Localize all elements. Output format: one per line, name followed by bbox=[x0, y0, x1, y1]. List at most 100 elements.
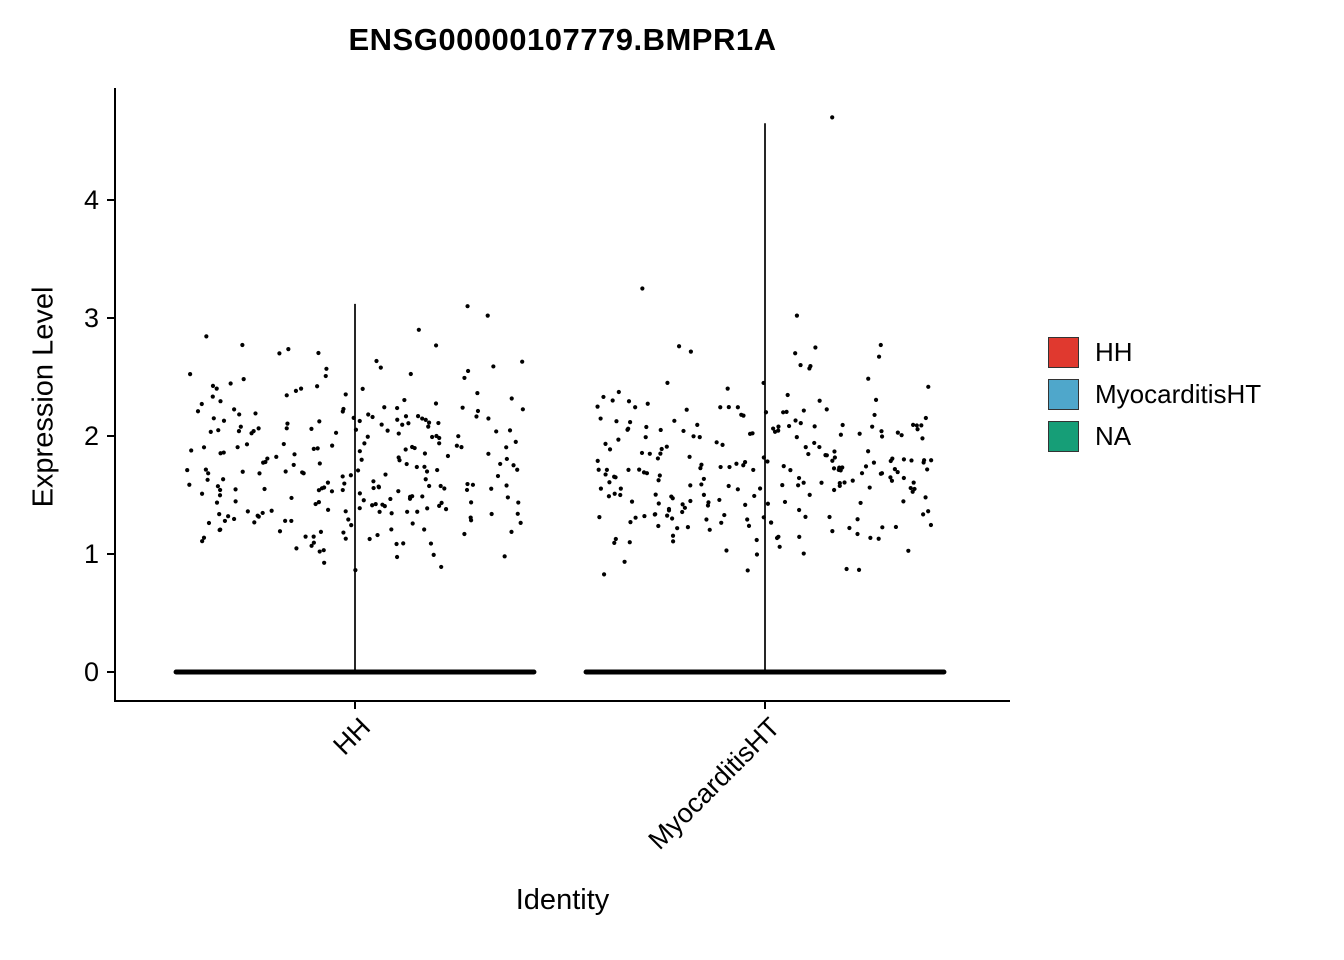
expression-point bbox=[349, 523, 354, 528]
expression-point bbox=[699, 462, 704, 467]
expression-point bbox=[866, 449, 871, 454]
expression-point bbox=[214, 386, 219, 391]
expression-point bbox=[292, 452, 297, 457]
expression-point bbox=[289, 495, 294, 501]
expression-point bbox=[274, 454, 279, 459]
expression-point bbox=[489, 511, 494, 517]
expression-point bbox=[505, 495, 510, 500]
expression-point bbox=[199, 491, 205, 496]
expression-point bbox=[465, 368, 471, 374]
expression-point bbox=[434, 433, 439, 439]
expression-point bbox=[265, 456, 270, 461]
legend-swatch-myocarditisht bbox=[1048, 379, 1079, 410]
expression-point bbox=[324, 366, 329, 371]
expression-point bbox=[596, 467, 601, 472]
expression-outlier-point bbox=[465, 304, 470, 309]
expression-outlier-point bbox=[416, 327, 421, 332]
expression-point bbox=[309, 543, 314, 548]
expression-point bbox=[420, 416, 425, 421]
expression-point bbox=[855, 517, 860, 522]
expression-point bbox=[803, 444, 808, 450]
expression-point bbox=[367, 536, 372, 542]
expression-point bbox=[847, 525, 852, 531]
expression-point bbox=[285, 421, 290, 426]
expression-point bbox=[351, 415, 356, 420]
expression-point bbox=[645, 401, 650, 406]
expression-point bbox=[921, 512, 926, 517]
expression-point bbox=[406, 421, 411, 426]
expression-point bbox=[893, 524, 899, 530]
expression-point bbox=[836, 467, 841, 472]
expression-point bbox=[919, 423, 924, 428]
expression-point bbox=[206, 471, 211, 476]
chart-title: ENSG00000107779.BMPR1A bbox=[348, 22, 777, 57]
expression-point bbox=[343, 536, 348, 541]
expression-point bbox=[424, 469, 430, 474]
expression-point bbox=[342, 481, 347, 486]
expression-point bbox=[403, 447, 408, 452]
expression-point bbox=[240, 342, 245, 348]
expression-point bbox=[752, 493, 757, 499]
expression-point bbox=[253, 411, 258, 416]
expression-point bbox=[515, 467, 520, 472]
expression-point bbox=[520, 359, 525, 364]
expression-point bbox=[263, 459, 268, 465]
expression-point bbox=[360, 386, 365, 391]
expression-point bbox=[486, 416, 491, 421]
expression-point bbox=[812, 424, 817, 429]
expression-point bbox=[374, 358, 379, 364]
expression-point bbox=[688, 483, 693, 488]
expression-point bbox=[647, 451, 652, 456]
expression-point bbox=[637, 467, 642, 472]
expression-point bbox=[437, 503, 442, 508]
expression-point bbox=[842, 480, 847, 485]
legend-item-na: NA bbox=[1048, 421, 1261, 452]
expression-point bbox=[830, 458, 835, 463]
expression-point bbox=[437, 441, 442, 446]
expression-point bbox=[863, 464, 869, 469]
expression-point bbox=[776, 424, 781, 429]
expression-point bbox=[922, 458, 927, 463]
expression-point bbox=[353, 568, 358, 573]
expression-point bbox=[405, 509, 410, 514]
expression-point bbox=[343, 509, 348, 514]
expression-point bbox=[741, 413, 746, 418]
expression-point bbox=[442, 486, 447, 491]
expression-point bbox=[201, 445, 207, 450]
expression-point bbox=[317, 549, 322, 554]
expression-point bbox=[323, 373, 328, 379]
expression-point bbox=[665, 513, 670, 518]
expression-point bbox=[504, 483, 509, 488]
expression-point bbox=[394, 541, 399, 547]
expression-point bbox=[685, 524, 691, 530]
expression-point bbox=[747, 431, 753, 436]
expression-point bbox=[926, 384, 931, 389]
y-tick-label: 1 bbox=[84, 539, 99, 569]
expression-point bbox=[664, 444, 669, 449]
expression-point bbox=[218, 487, 223, 493]
expression-point bbox=[415, 414, 421, 419]
expression-point bbox=[365, 434, 370, 439]
expression-point bbox=[491, 364, 496, 369]
expression-point bbox=[378, 365, 383, 370]
expression-point bbox=[433, 401, 439, 406]
expression-point bbox=[204, 334, 209, 339]
expression-point bbox=[776, 534, 781, 539]
expression-point bbox=[427, 483, 432, 489]
expression-point bbox=[892, 467, 897, 472]
expression-point bbox=[385, 428, 390, 433]
expression-point bbox=[371, 479, 376, 484]
expression-point bbox=[428, 541, 434, 546]
expression-point bbox=[688, 349, 693, 354]
expression-point bbox=[460, 405, 465, 410]
expression-point bbox=[394, 554, 400, 560]
expression-point bbox=[422, 451, 428, 456]
expression-point bbox=[616, 389, 621, 395]
expression-point bbox=[203, 467, 208, 472]
expression-point bbox=[260, 510, 265, 516]
expression-point bbox=[670, 533, 676, 538]
expression-point bbox=[626, 467, 631, 472]
expression-outlier-point bbox=[830, 115, 835, 120]
expression-point bbox=[262, 486, 267, 492]
expression-point bbox=[824, 453, 829, 458]
